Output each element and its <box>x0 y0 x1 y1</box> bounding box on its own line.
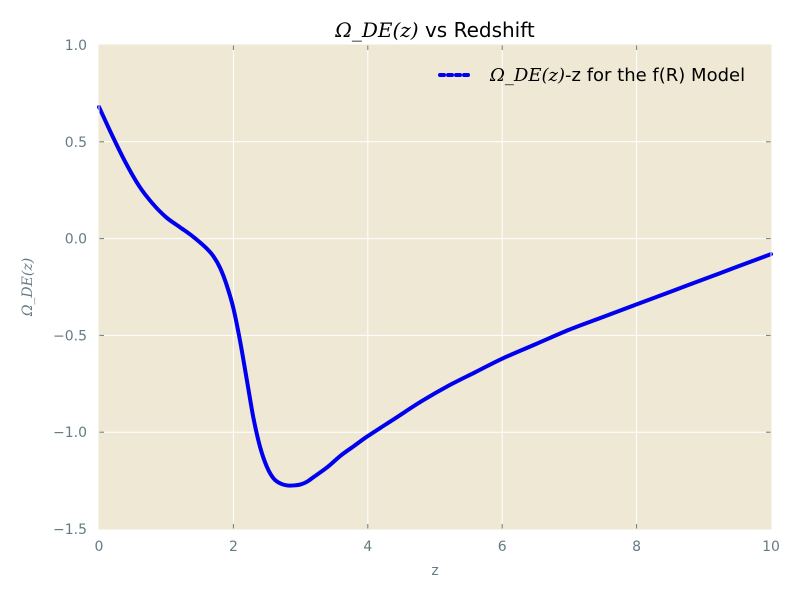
title-math: Ω_DE(z) <box>334 18 418 42</box>
legend: Ω_DE(z)-z for the f(R) Model <box>438 65 745 86</box>
grid-lines <box>99 45 771 529</box>
y-tick-group: 1.0 0.5 0.0 −0.5 −1.0 −1.5 <box>53 38 771 538</box>
y-tick-label: −1.5 <box>53 522 87 538</box>
x-tick-label: 10 <box>762 539 780 555</box>
y-tick-label: −0.5 <box>53 328 87 344</box>
series-line <box>97 104 773 488</box>
x-tick-label: 0 <box>95 539 104 555</box>
y-tick-label: 0.0 <box>65 232 87 248</box>
plot-background <box>99 45 771 529</box>
y-tick-label: −1.0 <box>53 425 87 441</box>
y-axis-label: Ω_DE(z) <box>20 258 36 317</box>
y-tick-label: 1.0 <box>65 38 87 54</box>
x-tick-label: 8 <box>632 539 641 555</box>
legend-math: Ω_DE(z) <box>489 65 565 86</box>
plot-border <box>98 44 772 530</box>
x-tick-label: 4 <box>363 539 372 555</box>
chart-title: Ω_DE(z) vs Redshift <box>334 18 535 42</box>
legend-label: Ω_DE(z)-z for the f(R) Model <box>489 65 745 86</box>
x-tick-label: 6 <box>498 539 507 555</box>
x-axis-label: z <box>431 563 438 579</box>
x-tick-label: 2 <box>229 539 238 555</box>
y-tick-label: 0.5 <box>65 135 87 151</box>
title-text: vs Redshift <box>419 18 535 42</box>
legend-text-part: -z for the f(R) Model <box>565 65 745 86</box>
x-tick-group: 0 2 4 6 8 10 <box>95 45 780 555</box>
